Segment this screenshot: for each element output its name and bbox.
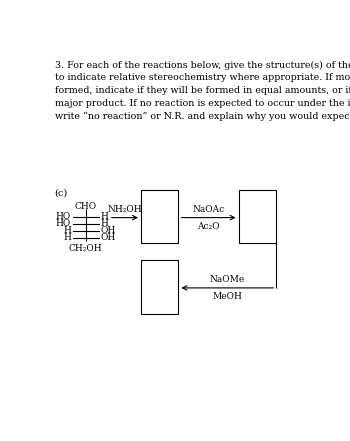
Text: MeOH: MeOH [212, 292, 242, 301]
Text: CHO: CHO [75, 202, 97, 211]
Text: HO: HO [56, 219, 71, 228]
Text: NH₂OH: NH₂OH [107, 205, 142, 213]
Text: H: H [101, 219, 108, 228]
Text: H: H [101, 212, 108, 221]
Text: OH: OH [101, 233, 116, 243]
Text: Ac₂O: Ac₂O [197, 222, 220, 231]
Text: OH: OH [101, 226, 116, 235]
Text: HO: HO [56, 212, 71, 221]
Bar [239, 191, 276, 243]
Text: (c): (c) [55, 189, 68, 198]
Text: 3. For each of the reactions below, give the structure(s) of the product(s), and: 3. For each of the reactions below, give… [55, 60, 350, 121]
Text: H: H [63, 233, 71, 243]
Text: NaOMe: NaOMe [210, 275, 245, 284]
Bar [141, 260, 178, 314]
Text: NaOAc: NaOAc [193, 205, 225, 213]
Bar [141, 191, 178, 243]
Text: H: H [63, 226, 71, 235]
Text: CH₂OH: CH₂OH [69, 244, 103, 253]
